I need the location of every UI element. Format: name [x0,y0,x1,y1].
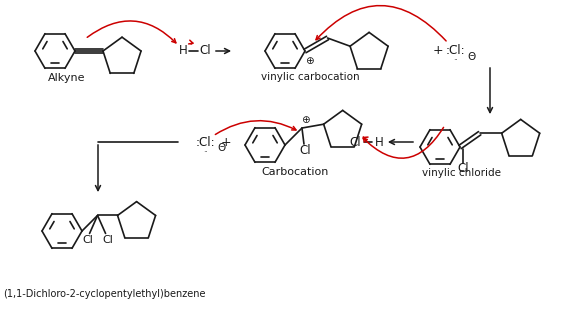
Text: Θ: Θ [468,52,476,62]
Text: +: + [433,45,444,58]
Text: +: + [221,135,232,148]
Text: ⊕: ⊕ [305,56,313,66]
Text: vinylic carbocation: vinylic carbocation [261,72,359,82]
Text: Cl: Cl [349,135,361,148]
Text: ⊕: ⊕ [301,115,309,125]
Text: ..: .. [203,144,207,153]
Text: ..: .. [453,54,457,63]
Text: :Cl:: :Cl: [445,45,465,58]
Text: ..: .. [453,40,457,49]
Text: Carbocation: Carbocation [262,167,329,177]
Text: Alkyne: Alkyne [48,73,86,83]
Text: Cl: Cl [199,45,211,58]
Text: (1,1-Dichloro-2-cyclopentylethyl)benzene: (1,1-Dichloro-2-cyclopentylethyl)benzene [3,289,206,299]
Text: Θ: Θ [217,143,225,153]
Text: Cl: Cl [457,162,469,176]
Text: H: H [179,45,187,58]
Text: Cl: Cl [102,236,113,246]
Text: ..: .. [203,131,207,139]
Text: Cl: Cl [82,236,93,246]
Text: vinylic chloride: vinylic chloride [423,168,502,178]
Text: H: H [374,135,384,148]
Text: :Cl:: :Cl: [195,135,215,148]
Text: Cl: Cl [299,143,311,156]
